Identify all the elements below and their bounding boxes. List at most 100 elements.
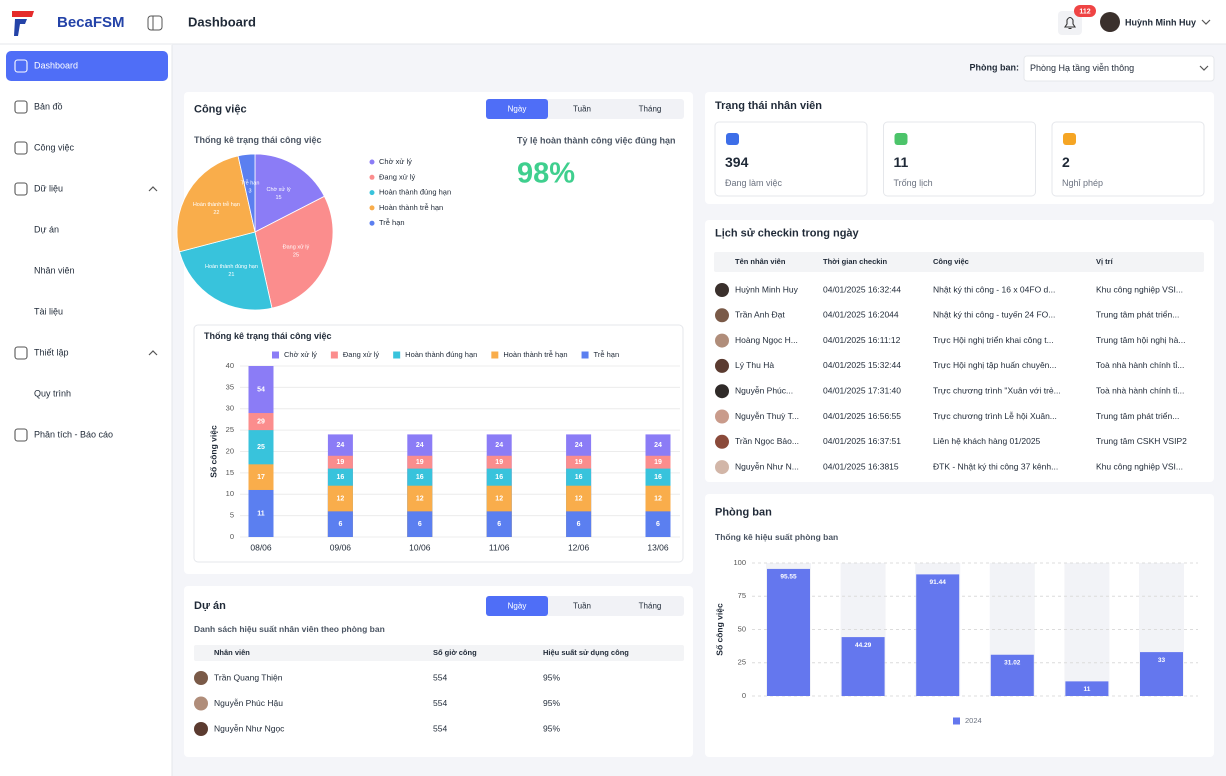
logo-stem [14, 19, 27, 36]
nav-subitem[interactable]: Tài liệu [34, 306, 63, 316]
tab-active[interactable] [486, 99, 548, 119]
table-cell: 04/01/2025 16:11:12 [823, 335, 901, 345]
table-cell: Nguyễn Như Ngọc [214, 723, 285, 733]
y-tick-label: 50 [738, 624, 746, 633]
table-cell: Khu công nghiệp VSI... [1096, 461, 1183, 471]
tab[interactable]: Ngày [508, 105, 527, 114]
table-cell: Toà nhà hành chính tỉ... [1096, 360, 1184, 370]
bar-value-label: 19 [575, 459, 583, 466]
bar-value-label: 33 [1158, 657, 1166, 664]
table-cell: 04/01/2025 16:2044 [823, 310, 899, 320]
column-header: Công việc [933, 257, 969, 266]
bar-value-label: 12 [495, 495, 503, 502]
pie-label-value: 25 [293, 253, 299, 259]
tab[interactable]: Tháng [639, 105, 662, 114]
nav-item[interactable]: Dữ liệu [34, 183, 63, 193]
y-tick-label: 30 [226, 404, 234, 413]
nav-item-active[interactable] [6, 51, 168, 81]
x-tick-label: 10/06 [409, 542, 431, 552]
legend-label: Trễ hạn [594, 350, 620, 359]
pie-slice [254, 153, 325, 233]
sidebar [0, 45, 172, 776]
table-cell: 95% [543, 672, 560, 682]
bar-value-label: 12 [416, 495, 424, 502]
nav-item[interactable]: Thiết lập [34, 347, 69, 357]
nav-item[interactable]: Công việc [34, 142, 75, 152]
legend-label: Hoàn thành đúng hạn [379, 188, 451, 197]
notification-count: 112 [1079, 8, 1090, 15]
y-tick-label: 25 [226, 425, 234, 434]
bar-value-label: 19 [337, 459, 345, 466]
table-cell: Nguyễn Thuỳ T... [735, 411, 799, 421]
bar-value-label: 31.02 [1004, 659, 1021, 666]
y-tick-label: 35 [226, 382, 234, 391]
table-cell: 04/01/2025 16:3815 [823, 461, 899, 471]
tab-active[interactable] [486, 596, 548, 616]
bar-value-label: 16 [575, 474, 583, 481]
nav-item[interactable]: Phân tích - Báo cáo [34, 429, 113, 439]
stat-card [714, 121, 868, 197]
chevron [148, 350, 158, 356]
avatar [715, 460, 729, 475]
legend-label: Chờ xử lý [284, 350, 317, 359]
panel-title: Lịch sử checkin trong ngày [715, 227, 860, 239]
y-tick-label: 0 [230, 532, 234, 541]
avatar [715, 308, 729, 323]
tab[interactable]: Ngày [508, 602, 527, 611]
table-cell: 04/01/2025 16:37:51 [823, 436, 901, 446]
bar-value-label: 11 [257, 510, 265, 517]
bar-value-label: 6 [418, 521, 422, 528]
tab[interactable]: Tháng [639, 602, 662, 611]
table-cell: Khu công nghiệp VSI... [1096, 284, 1183, 294]
chart-title: Thống kê trạng thái công việc [204, 331, 332, 341]
table-cell: 554 [433, 672, 447, 682]
nav-icon [14, 141, 28, 155]
legend-label: Đang xử lý [379, 172, 416, 181]
stat-icon [1063, 133, 1076, 145]
bar-value-label: 6 [577, 521, 581, 528]
tab[interactable]: Tuần [573, 105, 591, 114]
stat-value: 394 [725, 154, 749, 170]
nav-subitem[interactable]: Quy trình [34, 388, 71, 398]
avatar [194, 671, 208, 685]
nav-item[interactable]: Bản đồ [34, 101, 63, 111]
y-tick-label: 10 [226, 489, 234, 498]
y-tick-label: 15 [226, 468, 234, 477]
avatar [715, 333, 729, 348]
y-tick-label: 40 [226, 361, 234, 370]
column-header: Số giờ công [433, 648, 477, 657]
legend-label: 2024 [965, 716, 982, 725]
table-cell: Trung tâm hội nghị hà... [1096, 335, 1185, 345]
nav-subitem[interactable]: Nhân viên [34, 265, 75, 275]
legend-swatch [581, 351, 589, 359]
bar [990, 654, 1034, 696]
table-cell: Lý Thu Hà [735, 360, 774, 370]
nav-icon [14, 182, 28, 196]
stat-label: Đang làm việc [725, 178, 783, 188]
bar-value-label: 6 [338, 521, 342, 528]
y-tick-label: 100 [733, 558, 746, 567]
nav-icon [14, 100, 28, 114]
y-tick-label: 5 [230, 511, 234, 520]
sidebar-toggle[interactable] [147, 15, 163, 31]
bar [1140, 652, 1183, 696]
avatar [715, 434, 729, 449]
bar-value-label: 19 [495, 459, 503, 466]
filter-select[interactable] [1023, 55, 1215, 82]
bar [767, 568, 810, 696]
table-cell: Toà nhà hành chính tỉ... [1096, 385, 1184, 395]
tab[interactable]: Tuần [573, 602, 591, 611]
bar-value-label: 54 [257, 386, 265, 393]
nav-subitem[interactable]: Dự án [34, 224, 59, 234]
notification-button[interactable] [1058, 11, 1082, 35]
pie-slice [179, 231, 273, 311]
panel-title: Trạng thái nhân viên [715, 100, 822, 112]
panel-subtitle: Danh sách hiệu suất nhân viên theo phòng… [194, 624, 385, 634]
nav-item[interactable]: Dashboard [34, 60, 78, 70]
legend-label: Trễ hạn [379, 218, 405, 227]
legend-swatch [393, 351, 401, 359]
completion-label: Tỷ lệ hoàn thành công việc đúng hạn [517, 135, 676, 145]
stat-value: 2 [1062, 154, 1070, 170]
bar-value-label: 16 [416, 474, 424, 481]
